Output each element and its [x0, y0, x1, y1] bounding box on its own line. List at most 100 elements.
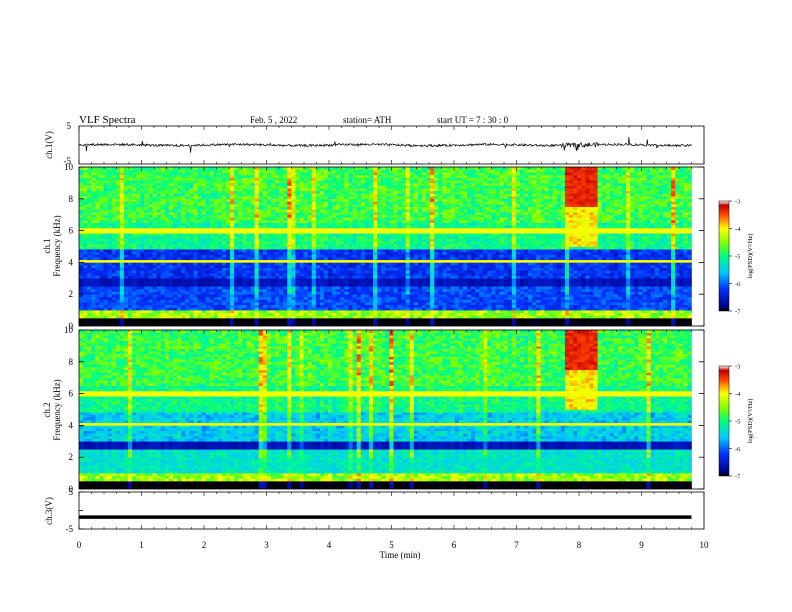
spectrogram-cell: [132, 299, 137, 303]
spectrogram-cell: [197, 217, 202, 221]
spectrogram-cell: [332, 243, 337, 247]
spectrogram-cell: [152, 238, 157, 242]
spectrogram-cell: [111, 318, 117, 321]
spectrogram-cell: [185, 241, 190, 245]
spectrogram-cell: [328, 283, 333, 287]
spectrogram-cell: [348, 201, 353, 205]
spectrogram-cell: [164, 243, 170, 247]
spectrogram-cell: [209, 265, 215, 268]
spectrogram-cell: [344, 273, 349, 276]
spectrogram-cell: [266, 209, 272, 213]
spectrogram-cell: [172, 225, 178, 229]
spectrogram-cell: [95, 169, 100, 173]
spectrogram-cell: [409, 291, 415, 295]
spectrogram-cell: [393, 225, 398, 229]
spectrogram-cell: [266, 251, 272, 255]
spectrogram-cell: [230, 167, 235, 170]
spectrogram-cell: [152, 299, 157, 303]
spectrogram-cell: [319, 304, 325, 308]
spectrogram-cell: [381, 243, 386, 247]
spectrogram-cell: [217, 204, 223, 208]
spectrogram-cell: [242, 209, 247, 213]
spectrogram-cell: [275, 172, 280, 176]
spectrogram-cell: [79, 217, 84, 221]
spectrogram-cell: [270, 254, 276, 258]
spectrogram-cell: [115, 196, 121, 200]
spectrogram-cell: [352, 177, 357, 181]
spectrogram-cell: [364, 320, 370, 324]
spectrogram-cell: [319, 315, 325, 319]
spectrogram-cell: [311, 227, 317, 231]
spectrogram-cell: [340, 196, 345, 200]
spectrogram-cell: [295, 254, 300, 258]
spectrogram-cell: [258, 257, 264, 261]
spectrogram-cell: [283, 318, 288, 321]
spectrogram-cell: [172, 302, 178, 306]
spectrogram-cell: [144, 246, 149, 250]
spectrogram-cell: [319, 249, 325, 253]
spectrogram-cell: [275, 257, 280, 261]
spectrogram-cell: [299, 227, 304, 231]
spectrogram-cell: [234, 209, 239, 213]
spectrogram-cell: [132, 275, 137, 279]
spectrogram-cell: [123, 185, 129, 189]
spectrogram-cell: [283, 291, 288, 295]
spectrogram-cell: [152, 227, 157, 231]
spectrogram-cell: [140, 315, 145, 319]
spectrogram-cell: [324, 291, 329, 295]
spectrogram-cell: [136, 265, 141, 268]
spectrogram-cell: [283, 193, 288, 197]
spectrogram-cell: [328, 230, 333, 234]
spectrogram-cell: [168, 217, 174, 221]
spectrogram-cell: [373, 288, 378, 292]
spectrogram-cell: [177, 315, 182, 319]
spectrogram-cell: [177, 188, 182, 192]
spectrogram-cell: [119, 222, 125, 226]
spectrogram-cell: [340, 270, 345, 274]
spectrogram-cell: [397, 225, 402, 229]
spectrogram-cell: [385, 209, 390, 213]
spectrogram-cell: [205, 241, 210, 245]
spectrogram-cell: [311, 318, 317, 321]
spectrogram-cell: [299, 212, 304, 215]
spectrogram-cell: [242, 299, 247, 303]
spectrogram-cell: [336, 196, 341, 200]
spectrogram-cell: [287, 230, 292, 234]
spectrogram-cell: [258, 254, 264, 258]
spectrogram-cell: [377, 273, 382, 276]
spectrogram-cell: [307, 225, 313, 229]
spectrogram-cell: [270, 257, 276, 261]
spectrogram-cell: [172, 280, 178, 284]
spectrogram-cell: [226, 209, 231, 213]
spectrogram-cell: [79, 238, 84, 242]
spectrogram-cell: [270, 190, 276, 194]
spectrogram-cell: [230, 288, 235, 292]
spectrogram-cell: [107, 188, 112, 192]
spectrogram-cell: [405, 235, 411, 239]
spectrogram-cell: [148, 243, 153, 247]
spectrogram-cell: [181, 280, 186, 284]
spectrogram-cell: [172, 320, 178, 324]
spectrogram-cell: [332, 172, 337, 176]
spectrogram-cell: [307, 182, 313, 186]
spectrogram-cell: [254, 320, 259, 324]
spectrogram-cell: [250, 283, 255, 287]
spectrogram-cell: [103, 198, 108, 202]
spectrogram-cell: [266, 217, 272, 221]
spectrogram-cell: [389, 257, 394, 261]
spectrogram-cell: [348, 315, 353, 319]
spectrogram-cell: [140, 310, 145, 314]
spectrogram-cell: [205, 280, 210, 284]
spectrogram-cell: [103, 251, 108, 255]
spectrogram-cell: [324, 167, 329, 170]
spectrogram-cell: [234, 320, 239, 324]
spectrogram-cell: [95, 241, 100, 245]
spectrogram-cell: [389, 174, 394, 178]
spectrogram-cell: [177, 193, 182, 197]
spectrogram-cell: [193, 254, 198, 258]
spectrogram-cell: [123, 243, 129, 247]
spectrogram-cell: [201, 217, 206, 221]
spectrogram-cell: [283, 172, 288, 176]
spectrogram-cell: [299, 167, 304, 170]
spectrogram-cell: [401, 259, 406, 263]
